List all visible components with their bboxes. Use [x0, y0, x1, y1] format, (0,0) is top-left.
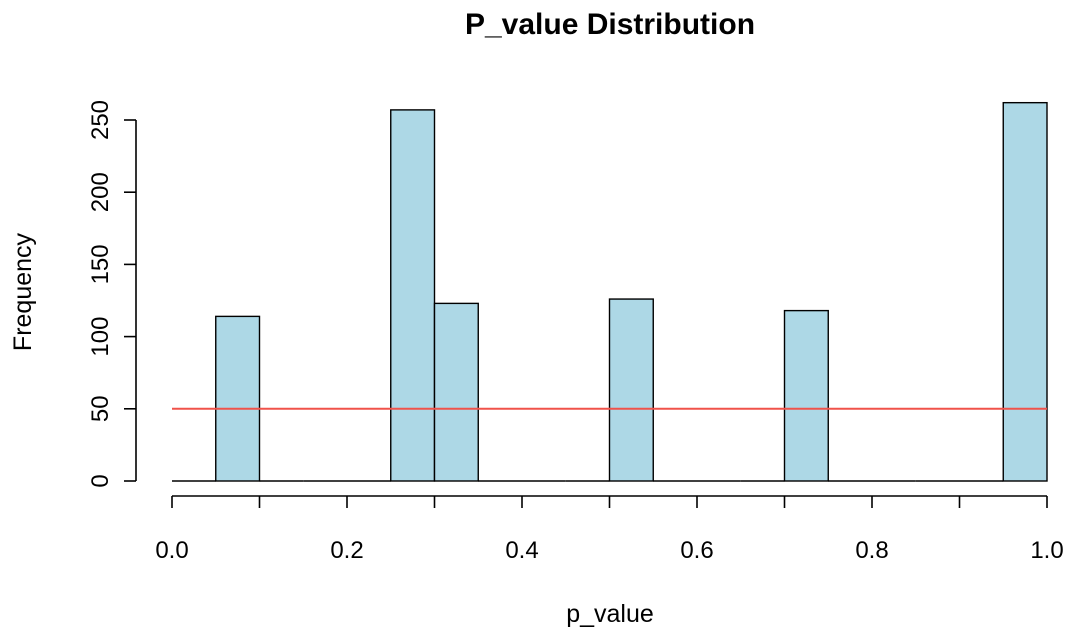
- histogram-bar: [433, 302, 479, 482]
- histogram-bar: [1002, 101, 1048, 482]
- x-tick-label: 0.8: [855, 537, 888, 564]
- histogram-bar: [608, 298, 654, 482]
- y-axis-label: Frequency: [9, 232, 37, 351]
- x-tick-label: 0.6: [680, 537, 713, 564]
- y-tick-label: 250: [87, 100, 114, 140]
- x-axis-label: p_value: [566, 600, 654, 628]
- y-axis: 0 50 100 150 200 250: [87, 100, 137, 488]
- x-tick-label: 0.2: [330, 537, 363, 564]
- y-tick-label: 0: [87, 474, 114, 487]
- y-tick-label: 50: [87, 395, 114, 422]
- x-tick-label: 0.0: [155, 537, 188, 564]
- y-tick-label: 200: [87, 172, 114, 212]
- chart-title: P_value Distribution: [465, 8, 755, 41]
- histogram-bar: [215, 315, 261, 482]
- histogram-bar: [783, 309, 829, 482]
- y-tick-label: 100: [87, 317, 114, 357]
- x-tick-label: 1.0: [1030, 537, 1063, 564]
- bars-group: [172, 101, 1048, 482]
- x-tick-label: 0.4: [505, 537, 538, 564]
- histogram-bar: [390, 109, 436, 482]
- x-axis: 0.0 0.2 0.4 0.6 0.8 1.0: [155, 495, 1064, 564]
- y-tick-label: 150: [87, 244, 114, 284]
